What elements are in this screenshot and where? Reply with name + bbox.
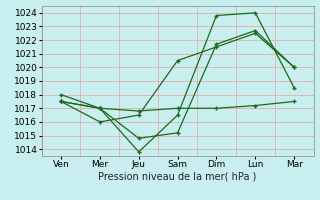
X-axis label: Pression niveau de la mer( hPa ): Pression niveau de la mer( hPa ) [99, 172, 257, 182]
